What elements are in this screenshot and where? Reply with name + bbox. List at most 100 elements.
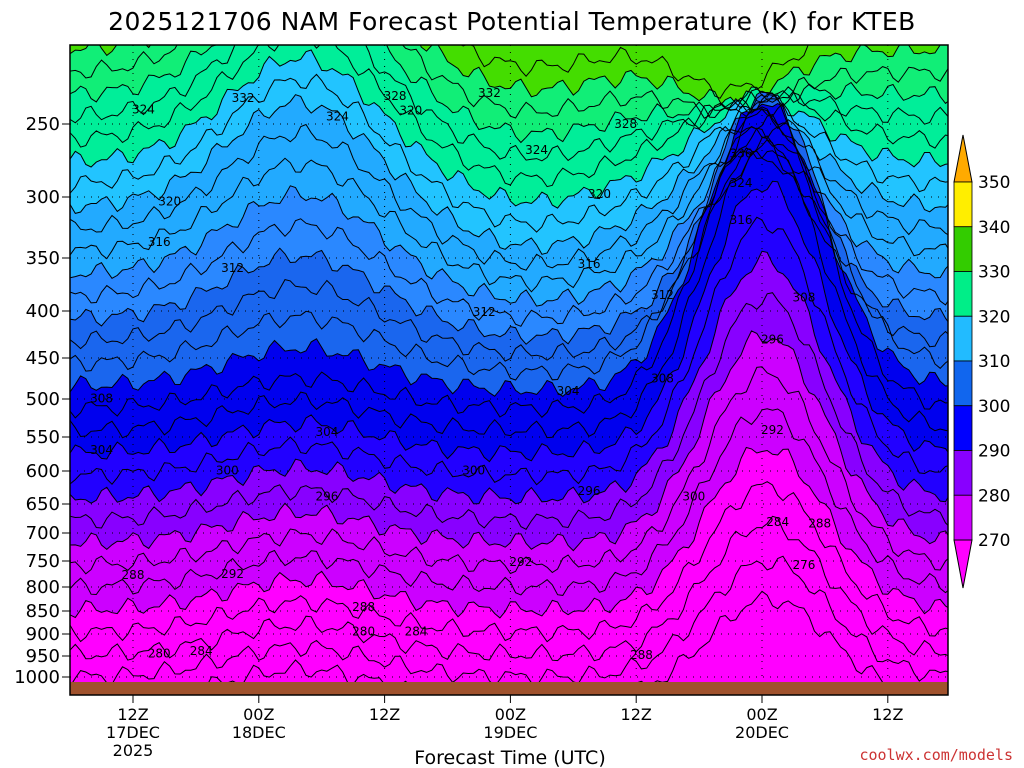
isentrope-316 — [70, 73, 948, 233]
colorbar-label: 330 — [978, 263, 1010, 283]
contour-label: 312 — [473, 305, 496, 319]
colorbar-swatch — [953, 360, 973, 407]
colorbar-swatch — [953, 315, 973, 362]
colorbar-label: 320 — [978, 307, 1010, 327]
contour-label: 304 — [315, 425, 338, 439]
isentrope-280 — [70, 408, 948, 596]
colorbar-label: 290 — [978, 442, 1010, 462]
contour-label: 300 — [462, 464, 485, 478]
y-tick-label: 600 — [26, 461, 60, 482]
contour-label: 324 — [730, 176, 753, 190]
colorbar: 350 340 330 320 310 300 290 280 270 — [953, 134, 1010, 589]
isentrope-282 — [70, 366, 948, 575]
colorbar-label: 310 — [978, 352, 1010, 372]
x-tick-label: 00Z — [495, 705, 526, 724]
contour-label: 324 — [132, 102, 155, 116]
contour-label: 300 — [216, 464, 239, 478]
isentrope-318 — [70, 49, 948, 209]
contour-label: 300 — [682, 489, 705, 503]
y-tick-label: 550 — [26, 427, 60, 448]
contour-label: 292 — [221, 567, 244, 581]
y-axis: 2503003504004505005506006507007508008509… — [14, 114, 70, 688]
contour-label: 320 — [588, 187, 611, 201]
x-tick-label: 12Z — [369, 705, 400, 724]
credit-text: coolwx.com/models — [859, 746, 1013, 764]
y-tick-label: 700 — [26, 523, 60, 544]
x-tick-label: 17DEC — [106, 723, 160, 742]
isentrope-302 — [70, 150, 948, 362]
x-tick-label: 12Z — [872, 705, 903, 724]
contour-label: 320 — [158, 194, 181, 208]
isentrope-290 — [70, 216, 948, 486]
y-tick-label: 850 — [26, 601, 60, 622]
contour-label: 304 — [90, 443, 113, 457]
colorbar-swatch — [953, 226, 973, 272]
contour-label: 296 — [315, 489, 338, 503]
colorbar-bottom-triangle — [953, 539, 973, 589]
isentrope-288 — [70, 250, 948, 505]
colorbar-label: 280 — [978, 486, 1010, 506]
x-tick-label: 00Z — [746, 705, 777, 724]
contour-label: 332 — [232, 91, 255, 105]
contour-label: 288 — [122, 568, 145, 582]
contour-label: 280 — [148, 646, 171, 660]
contour-label: 304 — [557, 384, 580, 398]
y-tick-label: 950 — [26, 646, 60, 667]
x-tick-label: 19DEC — [483, 723, 537, 742]
contour-label: 296 — [578, 484, 601, 498]
y-tick-label: 500 — [26, 389, 60, 410]
plot-frame — [69, 44, 949, 696]
x-tick-label: 00Z — [243, 705, 274, 724]
y-tick-label: 650 — [26, 494, 60, 515]
colorbar-label: 350 — [978, 173, 1010, 193]
contour-label: 308 — [651, 371, 674, 385]
x-tick-label: 18DEC — [232, 723, 286, 742]
contour-label: 328 — [384, 89, 407, 103]
contour-label: 324 — [326, 110, 349, 124]
contour-label: 316 — [148, 235, 171, 249]
contour-label: 288 — [352, 600, 375, 614]
contour-label: 284 — [190, 644, 213, 658]
isentrope-286 — [70, 292, 948, 530]
isentrope-292 — [70, 180, 948, 463]
ground-surface — [70, 682, 948, 695]
y-tick-label: 300 — [26, 187, 60, 208]
isentrope-284 — [70, 330, 948, 552]
contour-label: 308 — [90, 391, 113, 405]
x-tick-label: 12Z — [621, 705, 652, 724]
isentrope-300 — [70, 90, 948, 381]
contour-label: 332 — [478, 86, 501, 100]
x-tick-label: 20DEC — [735, 723, 789, 742]
y-tick-label: 250 — [26, 114, 60, 135]
isentrope-304 — [70, 147, 948, 345]
contour-label: 292 — [509, 555, 532, 569]
contour-label: 284 — [766, 515, 789, 529]
contour-label: 288 — [808, 517, 831, 531]
colorbar-swatch — [953, 271, 973, 317]
contour-label: 320 — [399, 104, 422, 118]
y-tick-label: 750 — [26, 551, 60, 572]
isentrope-276 — [70, 481, 948, 643]
contour-label: 336 — [730, 146, 753, 160]
isentrope-322 — [70, 45, 948, 162]
isentrope-324 — [70, 45, 948, 144]
colorbar-swatch — [953, 494, 973, 541]
colorbar-swatch — [953, 405, 973, 451]
contour-label: 288 — [630, 648, 653, 662]
contour-label: 312 — [651, 288, 674, 302]
y-tick-label: 400 — [26, 301, 60, 322]
isentrope-320 — [70, 45, 948, 188]
contour-label: 276 — [792, 558, 815, 572]
band-270 — [98, 591, 922, 695]
isentrope-314 — [70, 94, 948, 255]
isentrope-lines — [70, 45, 948, 695]
isentrope-294 — [70, 138, 948, 439]
colorbar-swatch — [953, 181, 973, 228]
isentrope-278 — [70, 446, 948, 619]
contour-label: 308 — [792, 290, 815, 304]
isentrope-298 — [70, 103, 948, 398]
isentrope-308 — [70, 127, 948, 307]
y-tick-label: 900 — [26, 624, 60, 645]
